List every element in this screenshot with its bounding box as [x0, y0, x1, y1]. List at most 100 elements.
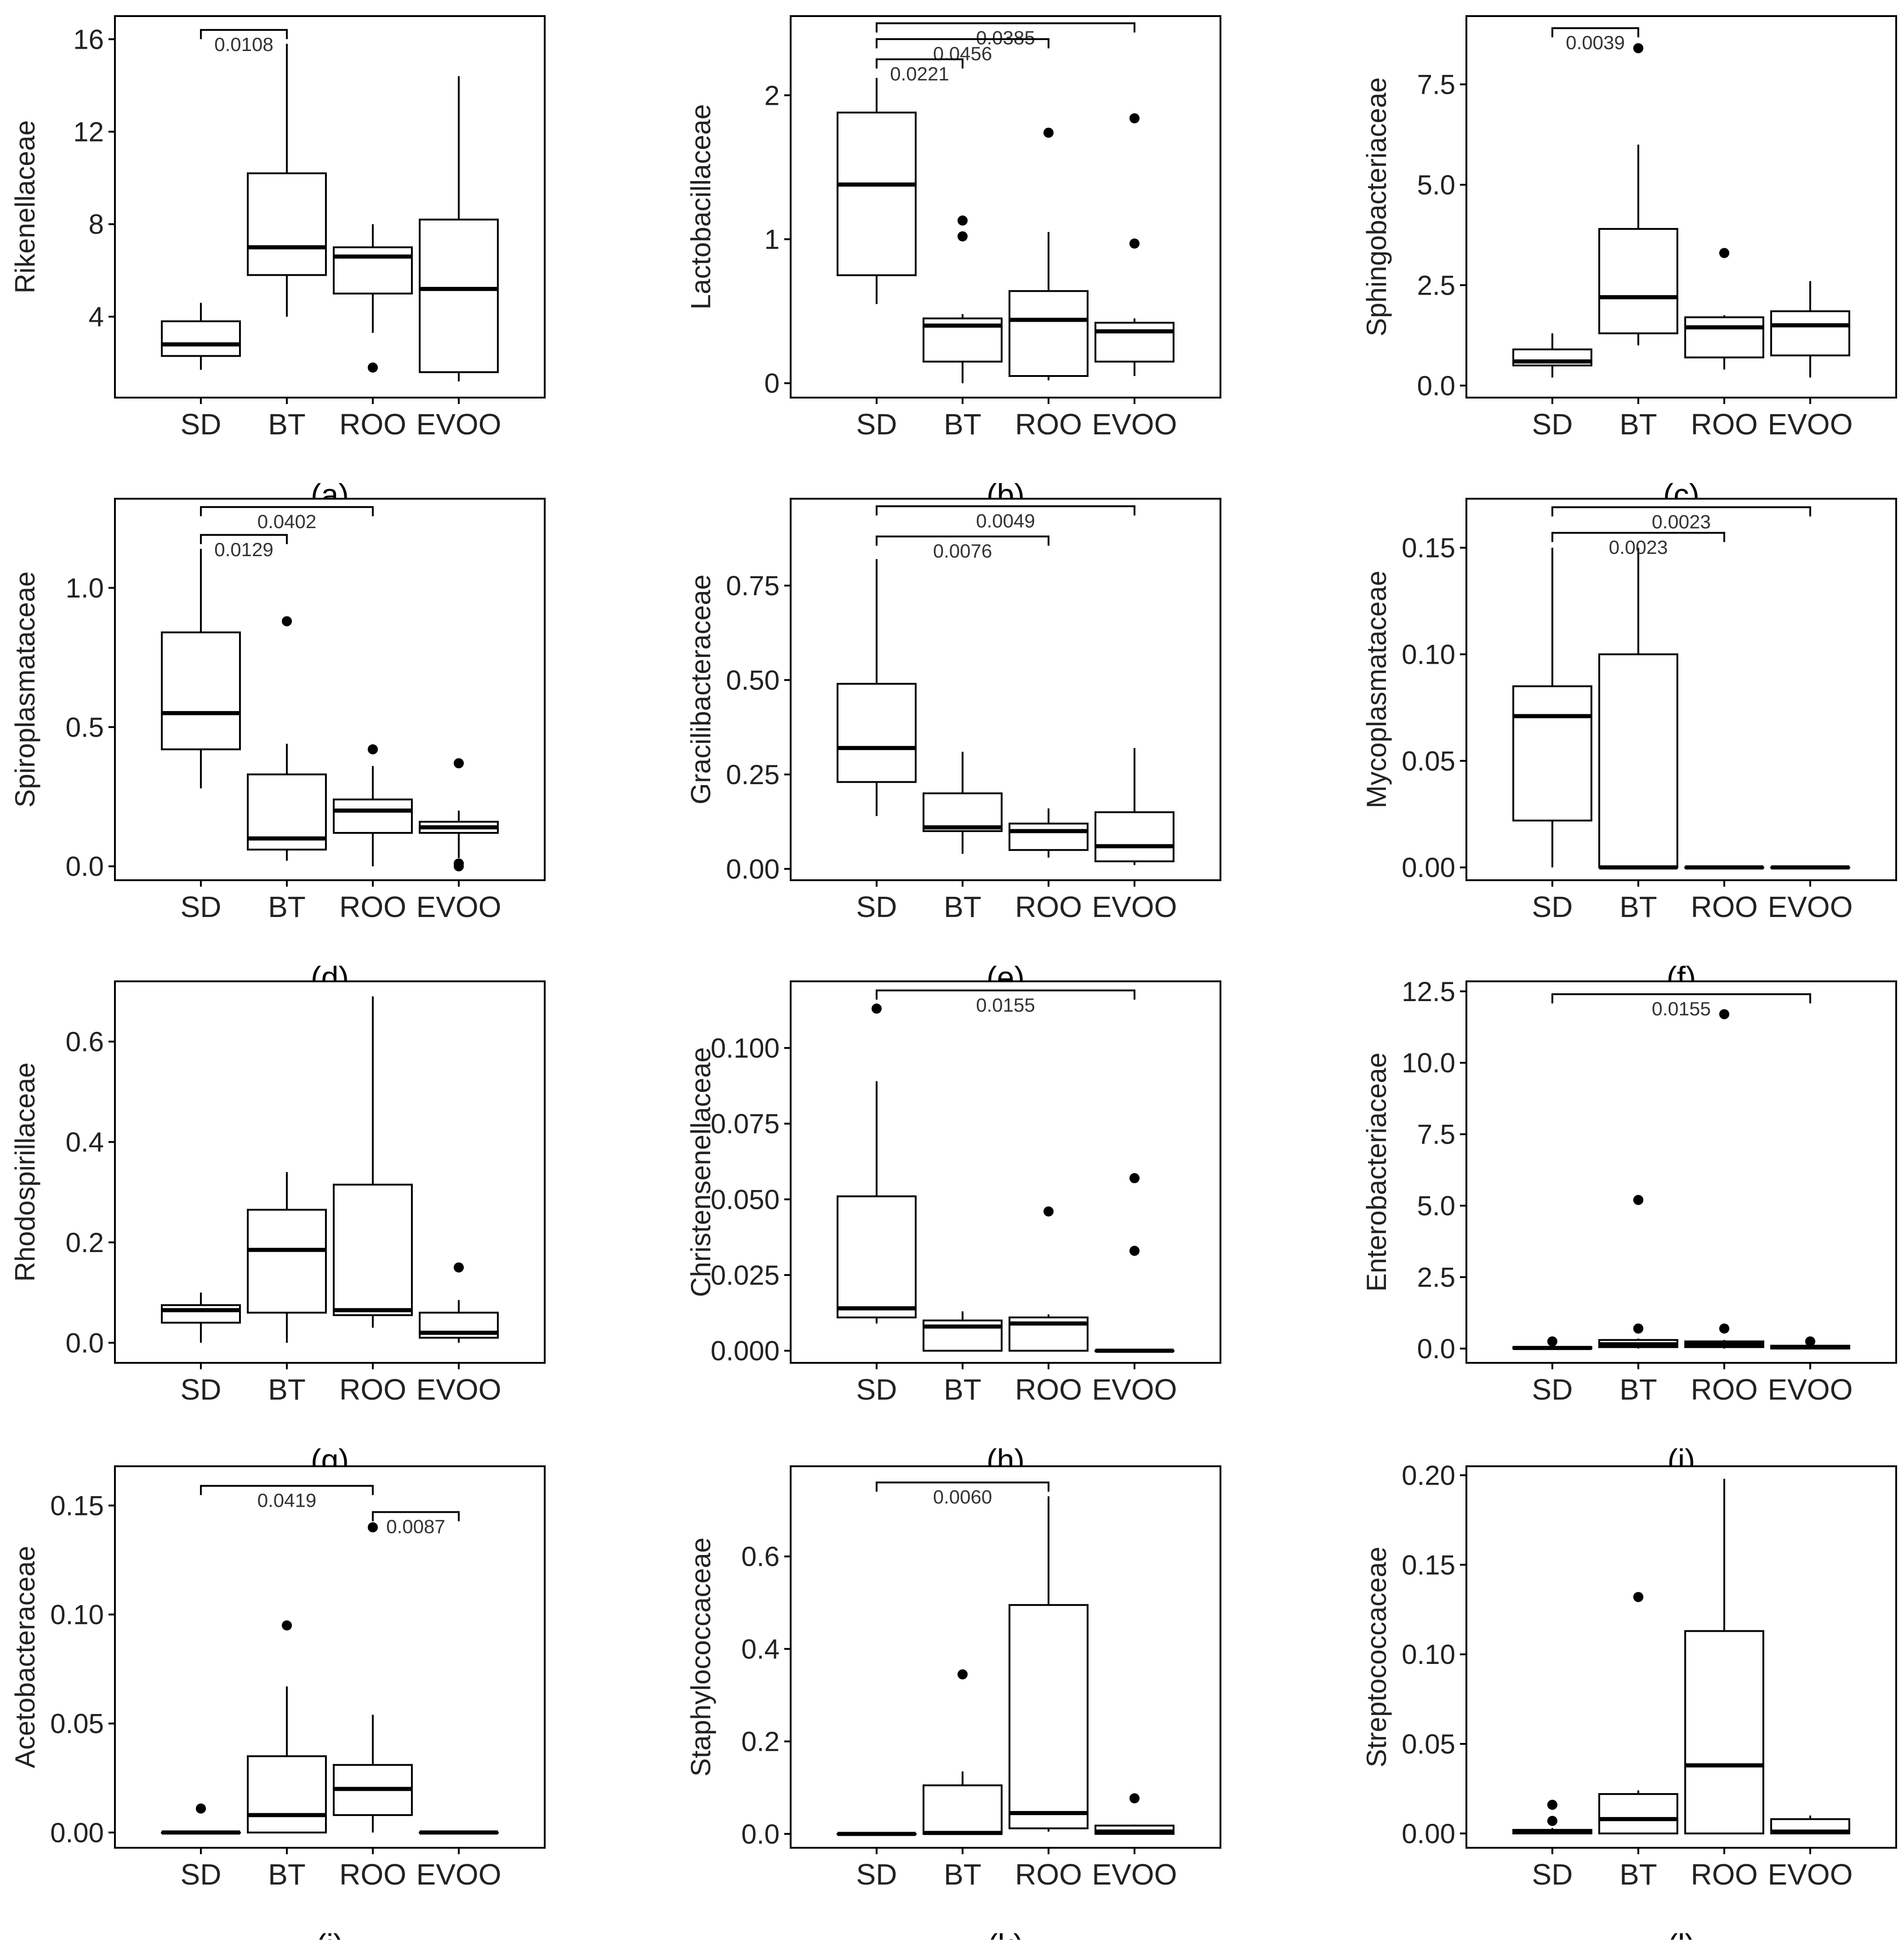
y-tick-label: 4 — [89, 302, 104, 332]
y-tick-label: 8 — [89, 209, 104, 240]
y-axis-title: Enterobacteriaceae — [1361, 1053, 1392, 1292]
y-tick-label: 0.00 — [726, 854, 780, 884]
x-tick-label: BT — [1619, 1858, 1657, 1891]
box-iqr — [333, 1184, 413, 1316]
y-tick-label: 2.5 — [1417, 270, 1455, 301]
y-tick-label: 0.05 — [1402, 1729, 1455, 1760]
panel-f: 0.00 0.05 0.10 0.15 SD BT ROO EVOO Mycoplasmatac… — [1361, 498, 1897, 995]
panel-d: 0.00.51.0SD BT ROO EVOOSpiroplasmataceae(d)… — [10, 498, 546, 995]
box-sd — [161, 302, 241, 370]
y-tick-label: 0.10 — [1402, 639, 1455, 670]
x-tick-label: EVOO — [1768, 408, 1853, 441]
box-iqr — [1598, 653, 1678, 869]
significance-bracket: 0.0076 — [876, 535, 1049, 562]
box-iqr — [1095, 811, 1174, 862]
y-tick-label: 5.0 — [1417, 1190, 1455, 1221]
plot-frame — [114, 980, 546, 1364]
y-tick-label: 0.0 — [1417, 370, 1455, 401]
panel-j: 0.00 0.05 0.10 0.15 SD BT ROO EVOO Acetobacterac… — [10, 1465, 546, 1942]
bracket-line — [1551, 993, 1811, 1003]
y-axis-title: Acetobacteraceae — [10, 1546, 40, 1768]
box-roo — [1684, 1479, 1764, 1834]
box-sd — [1512, 1336, 1592, 1350]
box-evoo — [1770, 1336, 1850, 1350]
y-tick-label: 0.050 — [711, 1184, 780, 1215]
significance-bracket: 0.0419 — [200, 1485, 374, 1511]
x-tick-label: ROO — [339, 1373, 406, 1406]
x-tick-label: ROO — [339, 1858, 406, 1891]
y-tick-label: 0.4 — [741, 1634, 780, 1664]
box-iqr — [1095, 322, 1174, 363]
outlier-point — [1043, 127, 1054, 138]
box-evoo — [1770, 865, 1850, 870]
box-evoo — [1095, 1173, 1174, 1353]
x-tick-label: EVOO — [1092, 890, 1177, 923]
y-tick-label: 0.000 — [711, 1336, 780, 1367]
box-sd — [161, 1803, 241, 1835]
panel-h: 0.000 0.025 0.050 0.075 0.100 SD BT ROO EVOO Chri… — [685, 980, 1221, 1478]
y-tick-label: 0.50 — [726, 665, 780, 695]
box-bt — [923, 1669, 1003, 1835]
box-roo — [1009, 1206, 1089, 1352]
significance-bracket: 0.0087 — [372, 1511, 460, 1538]
x-tick-label: EVOO — [1092, 1858, 1177, 1891]
box-bt — [247, 1620, 327, 1834]
bracket-line — [876, 535, 1049, 546]
x-tick-label: EVOO — [416, 890, 502, 923]
x-tick-label: BT — [268, 408, 306, 441]
box-iqr — [1770, 310, 1850, 357]
p-value-label: 0.0155 — [976, 994, 1035, 1016]
p-value-label: 0.0076 — [933, 540, 992, 562]
x-tick-label: EVOO — [1768, 1373, 1853, 1406]
bracket-line — [200, 534, 288, 544]
box-iqr — [333, 246, 413, 295]
y-tick-label: 0.6 — [741, 1541, 780, 1572]
box-iqr — [161, 1304, 241, 1324]
box-roo — [1684, 248, 1764, 370]
outlier-point — [1719, 1009, 1729, 1019]
p-value-label: 0.0419 — [257, 1490, 316, 1511]
x-tick-label: EVOO — [416, 1858, 502, 1891]
y-axis-title: Staphylococcaceae — [685, 1538, 716, 1777]
y-tick-label: 0.05 — [1402, 746, 1455, 776]
x-tick-label: ROO — [339, 890, 406, 923]
x-tick-label: BT — [944, 1858, 981, 1891]
bracket-line — [876, 1481, 1049, 1492]
y-tick-label: 0.10 — [50, 1600, 104, 1630]
x-tick-label: BT — [944, 890, 981, 923]
box-bt — [1598, 1592, 1678, 1834]
p-value-label: 0.0023 — [1609, 536, 1668, 558]
x-tick-label: EVOO — [1768, 890, 1853, 923]
x-tick-label: SD — [856, 408, 897, 441]
y-tick-label: 10.0 — [1402, 1048, 1455, 1078]
box-sd — [1512, 333, 1592, 378]
x-tick-label: ROO — [1691, 1858, 1758, 1891]
box-sd — [161, 1293, 241, 1343]
panel-k: 0.0 0.2 0.4 0.6 SD BT ROO EVOO Staphylococcaceae… — [685, 1465, 1221, 1942]
box-sd — [837, 1003, 917, 1324]
y-tick-label: 0.15 — [1402, 533, 1455, 564]
box-iqr — [1684, 1630, 1764, 1834]
panel-c: 0.0 2.5 5.0 7.5 SD BT ROO EVOO Sphingobacteriace… — [1361, 15, 1897, 513]
bracket-line — [1551, 532, 1725, 542]
box-evoo — [1770, 281, 1850, 378]
box-bt — [923, 1311, 1003, 1352]
y-tick-label: 0.2 — [66, 1227, 104, 1258]
x-tick-label: ROO — [1015, 890, 1082, 923]
outlier-point — [1043, 1206, 1054, 1217]
outlier-point — [1805, 1336, 1815, 1347]
x-tick-label: ROO — [339, 408, 406, 441]
x-tick-label: BT — [944, 408, 981, 441]
y-tick-label: 2.5 — [1417, 1262, 1455, 1293]
y-tick-label: 0.15 — [50, 1490, 104, 1521]
panel-e: 0.00 0.25 0.50 0.75 SD BT ROO EVOO Gracilibacter… — [685, 498, 1221, 995]
x-tick-label: SD — [856, 890, 897, 923]
box-roo — [1009, 1496, 1089, 1832]
bracket-line — [1551, 27, 1639, 38]
box-sd — [1512, 1800, 1592, 1834]
y-tick-label: 5.0 — [1417, 170, 1455, 200]
bracket-line — [372, 1511, 460, 1521]
y-tick-label: 0.0 — [741, 1819, 780, 1850]
significance-bracket: 0.0049 — [876, 505, 1135, 531]
y-tick-label: 0.00 — [1402, 852, 1455, 883]
